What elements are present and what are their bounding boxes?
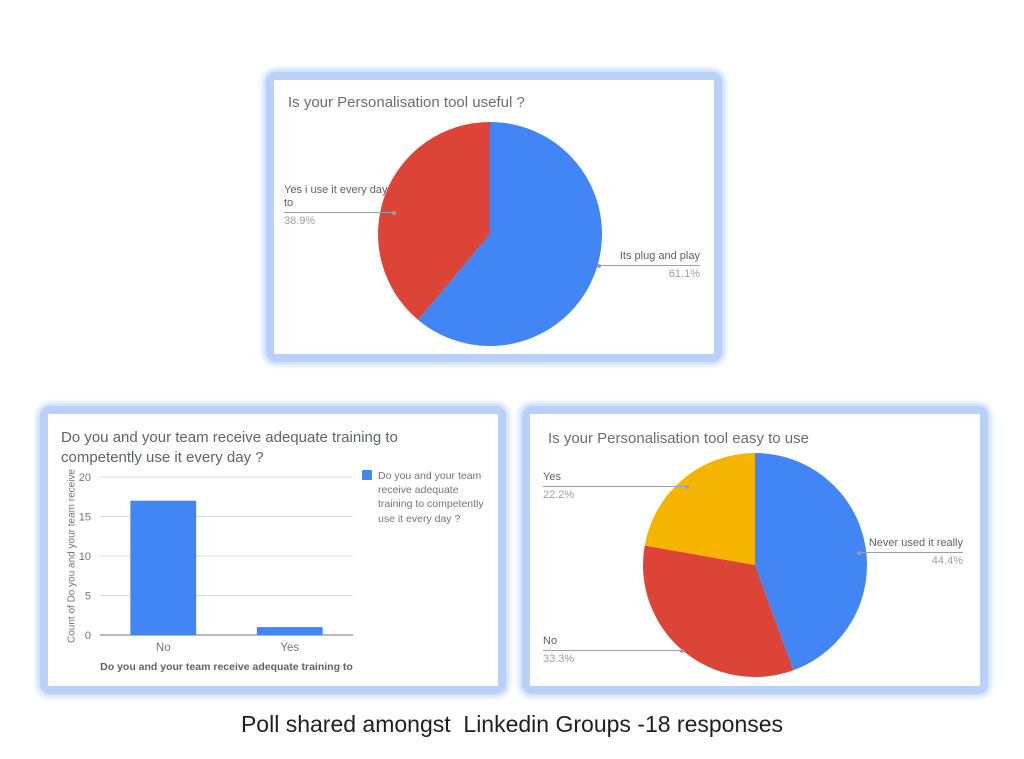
slice-percent: 44.4% — [931, 555, 963, 567]
svg-text:No: No — [156, 642, 171, 654]
chart-card-useful: Is your Personalisation tool useful ? Ye… — [266, 72, 722, 362]
pie-label-yes-every-day: Yes i use it every day to 38.9% — [284, 184, 396, 228]
svg-text:5: 5 — [85, 591, 91, 603]
leader-line — [597, 263, 700, 268]
pie-label-never-used: Never used it really 44.4% — [857, 537, 963, 568]
slice-label: Its plug and play — [619, 250, 700, 262]
slice-label: Yes i use it every day to — [284, 184, 388, 209]
chart-title: Is your Personalisation tool easy to use — [548, 430, 809, 447]
slice-percent: 38.9% — [284, 215, 316, 227]
legend: Do you and your team receive adequate tr… — [362, 469, 492, 526]
pie-label-no: No 33.3% — [543, 635, 684, 666]
svg-text:15: 15 — [79, 512, 91, 524]
svg-text:10: 10 — [79, 551, 91, 563]
pie-label-yes: Yes 22.2% — [543, 471, 689, 502]
slice-percent: 61.1% — [668, 268, 700, 280]
leader-line — [543, 484, 689, 489]
y-axis-title: Count of Do you and your team receive — [66, 469, 78, 643]
chart-card-training: 0 5 10 15 20 No Yes Do you and your team recei… — [40, 406, 506, 694]
easy-pie-chart — [642, 453, 868, 678]
leader-line — [857, 550, 963, 555]
svg-text:Yes: Yes — [280, 642, 299, 654]
training-bar-chart: 0 5 10 15 20 No Yes — [79, 472, 353, 654]
slice-label: Yes — [543, 471, 561, 483]
pie-label-plug-and-play: Its plug and play 61.1% — [597, 250, 700, 281]
svg-text:20: 20 — [79, 472, 91, 484]
chart-title: Do you and your team receive adequate tr… — [61, 429, 398, 466]
leader-line — [543, 648, 684, 653]
chart-card-easy-inner: Is your Personalisation tool easy to use… — [530, 414, 980, 686]
slice-label: Never used it really — [868, 537, 963, 549]
slide-caption: Poll shared amongst Linkedin Groups -18 … — [240, 711, 784, 737]
svg-text:0: 0 — [85, 630, 91, 642]
legend-label: Do you and your team receive adequate tr… — [378, 470, 484, 525]
leader-line — [284, 210, 396, 215]
x-axis-title: Do you and your team receive adequate tr… — [100, 661, 353, 673]
slice-percent: 33.3% — [543, 653, 575, 665]
chart-card-training-inner: 0 5 10 15 20 No Yes Do you and your team recei… — [48, 414, 498, 686]
chart-title: Is your Personalisation tool useful ? — [288, 94, 525, 111]
slice-percent: 22.2% — [543, 489, 575, 501]
chart-card-useful-inner: Is your Personalisation tool useful ? Ye… — [274, 80, 714, 354]
legend-swatch-blue — [362, 470, 372, 480]
slice-label: No — [543, 635, 558, 647]
useful-pie-chart — [377, 122, 602, 346]
chart-card-easy: Is your Personalisation tool easy to use… — [522, 406, 988, 694]
